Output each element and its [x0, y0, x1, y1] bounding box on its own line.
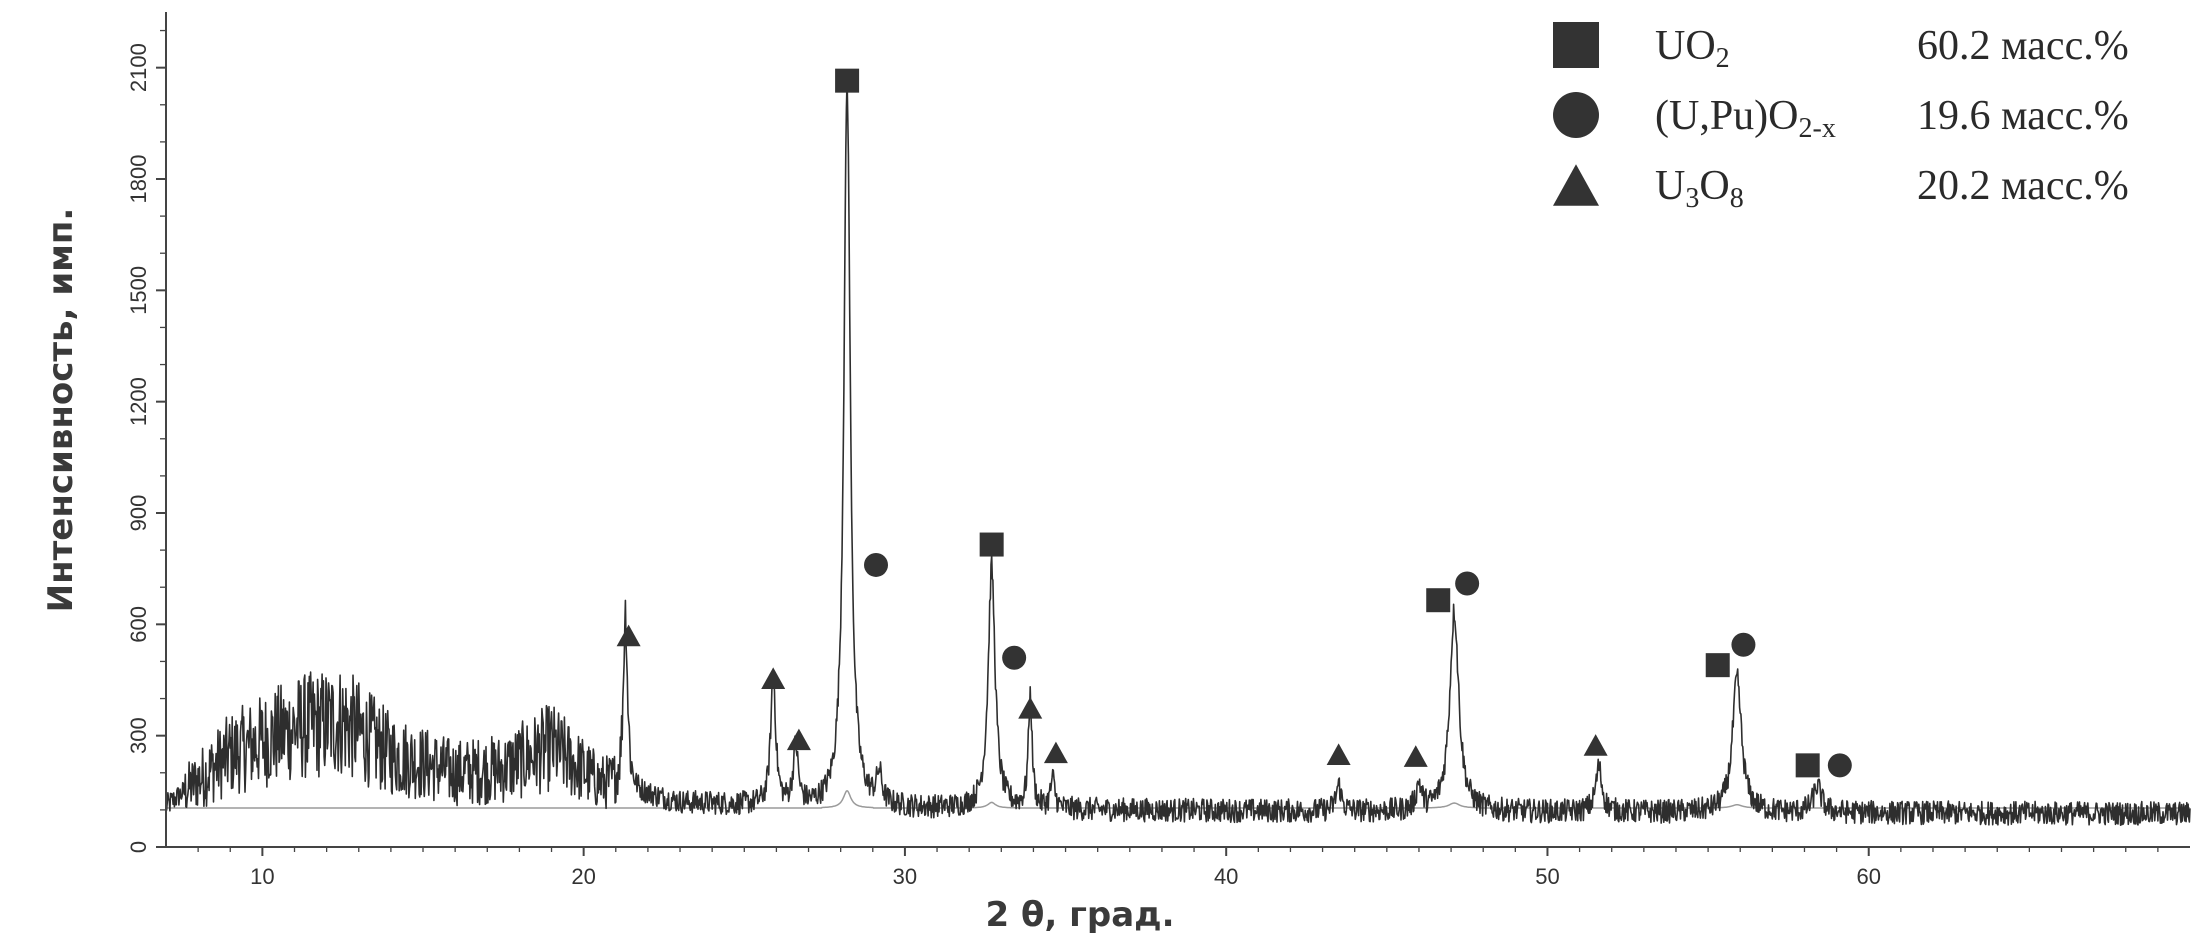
circle-marker [1455, 571, 1480, 596]
x-tick-label: 40 [1214, 864, 1238, 889]
x-tick-label: 50 [1535, 864, 1559, 889]
square-marker [1705, 653, 1730, 678]
square-marker [1426, 588, 1451, 613]
square-marker [835, 68, 860, 93]
y-tick-label: 1800 [126, 155, 151, 204]
y-tick-label: 0 [126, 841, 151, 853]
x-tick-label: 20 [571, 864, 595, 889]
x-tick-label: 30 [893, 864, 917, 889]
legend-value: 60.2 масс.% [1917, 23, 2129, 69]
circle-marker [864, 552, 889, 577]
y-tick-label: 900 [126, 495, 151, 532]
y-tick-label: 1200 [126, 377, 151, 426]
legend-value: 19.6 масс.% [1917, 93, 2129, 139]
triangle-marker [786, 728, 811, 751]
x-tick-label: 60 [1856, 864, 1880, 889]
diffraction-pattern-line [165, 78, 2191, 826]
triangle-marker [1583, 734, 1608, 756]
circle-marker [1827, 753, 1852, 778]
square-marker [979, 532, 1004, 557]
legend-label: UO2 [1655, 23, 1730, 74]
y-tick-label: 2100 [126, 43, 151, 92]
phase-markers [616, 68, 1852, 778]
y-tick-label: 300 [126, 717, 151, 754]
square-marker [1795, 753, 1820, 778]
legend-circle-icon [1553, 92, 1599, 138]
legend-label: (U,Pu)O2-x [1655, 93, 1836, 144]
triangle-marker [761, 667, 786, 689]
legend-label: U3O8 [1655, 163, 1744, 214]
circle-marker [1731, 632, 1756, 657]
plot-area [165, 78, 2191, 826]
legend: UO2 60.2 масс.% (U,Pu)O2-x 19.6 масс.% U3O8 2… [1553, 22, 2129, 214]
triangle-marker [1043, 741, 1068, 764]
y-tick-label: 600 [126, 606, 151, 643]
y-tick-label: 1500 [126, 266, 151, 315]
x-axis-title: 2 θ, град. [985, 895, 1174, 935]
legend-triangle-icon [1553, 164, 1599, 206]
triangle-marker [1403, 745, 1428, 767]
circle-marker [1002, 645, 1027, 670]
legend-value: 20.2 масс.% [1917, 163, 2129, 209]
legend-square-icon [1553, 22, 1599, 68]
triangle-marker [616, 624, 641, 647]
triangle-marker [1018, 697, 1043, 719]
x-tick-label: 10 [250, 864, 274, 889]
triangle-marker [1326, 743, 1351, 766]
y-axis-title: Интенсивность, имп. [41, 208, 81, 613]
